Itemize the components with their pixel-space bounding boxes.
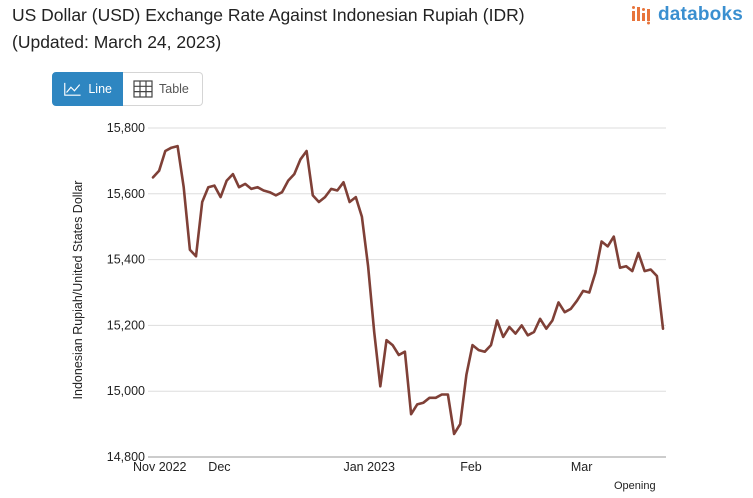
tab-table-label: Table — [159, 82, 189, 96]
databoks-logo[interactable]: databoks — [631, 4, 743, 26]
x-tick-label: Mar — [571, 460, 593, 474]
table-grid-icon — [133, 80, 153, 98]
tab-line-label: Line — [88, 82, 112, 96]
logo-text: databoks — [657, 4, 743, 25]
y-tick-label: 15,800 — [107, 121, 145, 135]
y-tick-label: 15,600 — [107, 187, 145, 201]
footnote-opening: Opening — [614, 480, 656, 492]
tab-table[interactable]: Table — [123, 72, 203, 106]
line-chart-icon — [64, 82, 81, 96]
y-tick-label: 15,400 — [107, 253, 145, 267]
chart-title: US Dollar (USD) Exchange Rate Against In… — [12, 5, 525, 52]
x-tick-label: Jan 2023 — [343, 460, 394, 474]
logo-bars-icon — [631, 6, 650, 25]
x-tick-label: Nov 2022 — [133, 460, 187, 474]
series-line-usd-idr — [151, 144, 665, 436]
y-tick-label: 15,200 — [107, 318, 145, 332]
y-axis-label: Indonesian Rupiah/United States Dollar — [71, 180, 85, 400]
view-tabs: Line Table — [52, 72, 203, 106]
y-tick-label: 15,000 — [107, 384, 145, 398]
tab-line[interactable]: Line — [52, 72, 123, 106]
x-tick-label: Feb — [460, 460, 482, 474]
x-tick-label: Dec — [208, 460, 230, 474]
y-tick-label: 14,800 — [107, 450, 145, 464]
